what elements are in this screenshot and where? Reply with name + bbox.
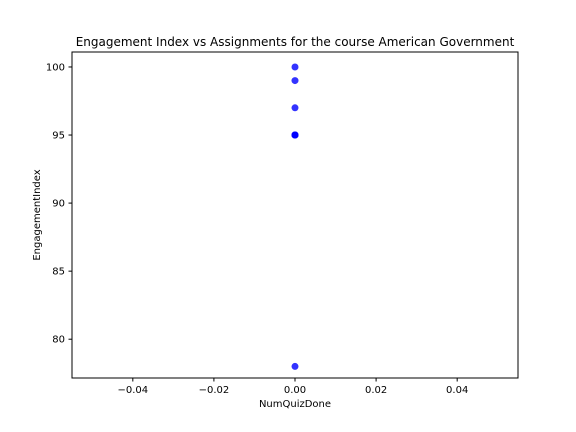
y-tick-label: 85 [52, 267, 65, 278]
y-axis: 80 85 90 95 100 [46, 62, 72, 346]
data-point [291, 131, 299, 139]
data-point [291, 77, 299, 85]
y-tick-label: 100 [46, 62, 65, 73]
data-points [291, 63, 299, 370]
x-tick-label: −0.04 [117, 385, 148, 396]
y-tick-label: 80 [52, 335, 65, 346]
x-axis-label: NumQuizDone [259, 399, 331, 410]
data-point [291, 63, 299, 71]
y-tick-label: 90 [52, 199, 65, 210]
chart-title: Engagement Index vs Assignments for the … [76, 35, 515, 49]
x-tick-label: 0.02 [365, 385, 387, 396]
data-point [291, 362, 299, 370]
x-tick-label: 0.04 [446, 385, 468, 396]
x-tick-label: −0.02 [199, 385, 230, 396]
data-point [291, 104, 299, 112]
x-axis: −0.04 −0.02 0.00 0.02 0.04 [117, 378, 468, 396]
plot-area [71, 51, 519, 379]
x-tick-label: 0.00 [284, 385, 306, 396]
y-axis-label: EngagementIndex [32, 169, 43, 260]
y-tick-label: 95 [52, 131, 65, 142]
